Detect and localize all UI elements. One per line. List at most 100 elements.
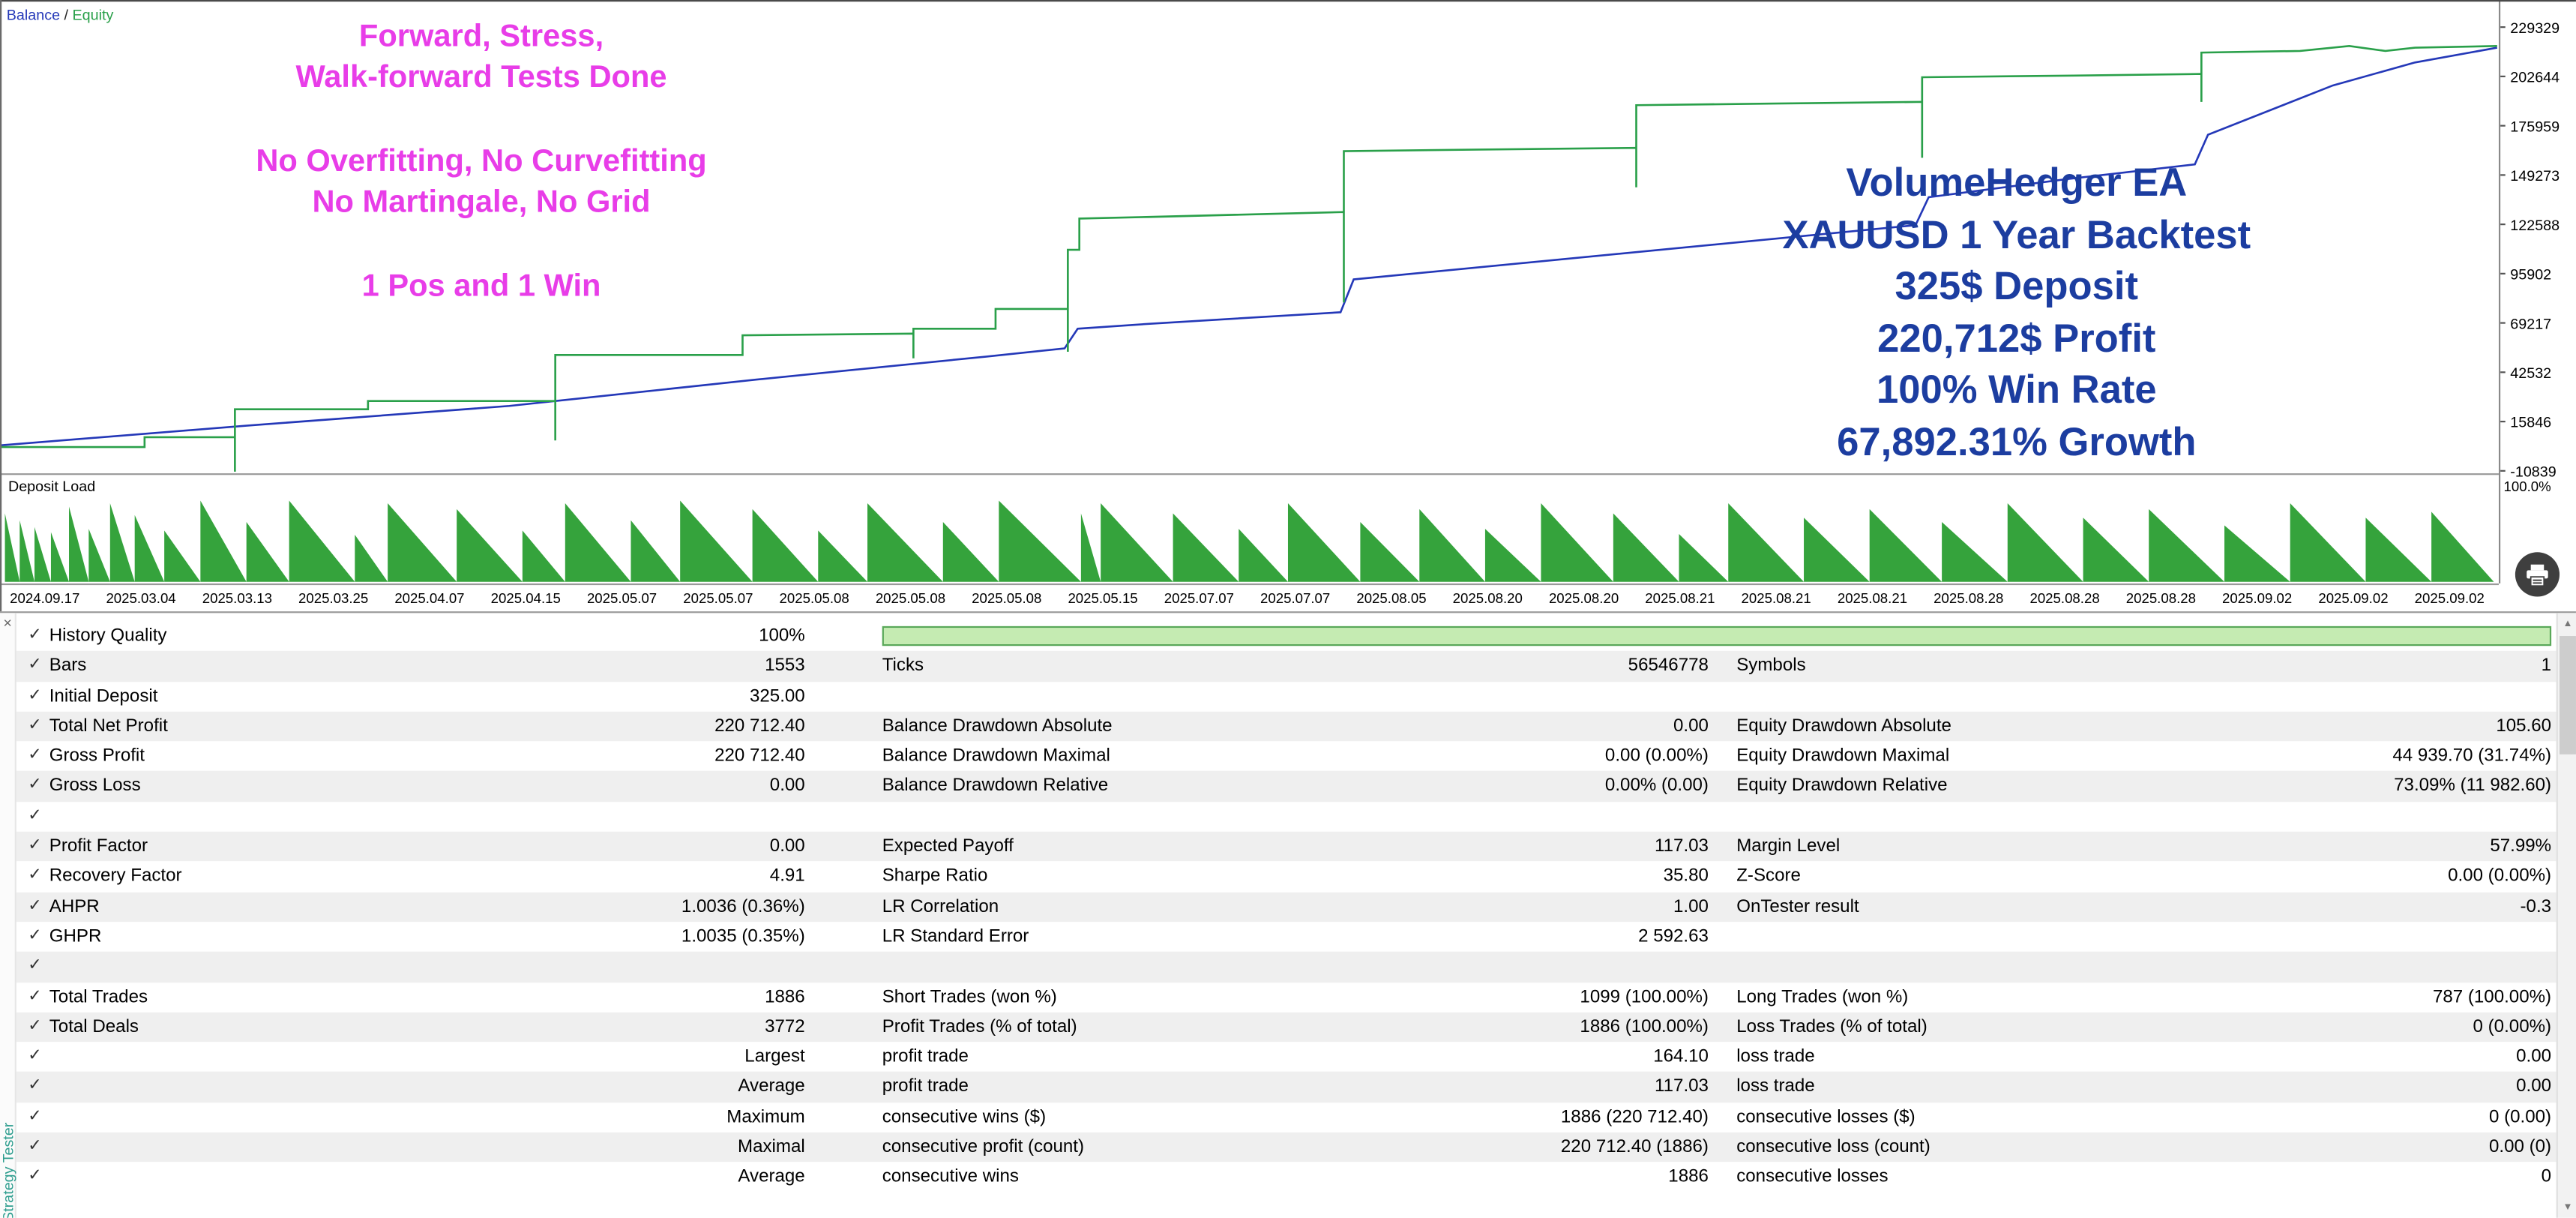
stats-row[interactable]: ✓ Gross Profit 220 712.40 Balance Drawdown …: [16, 741, 2557, 772]
stat-label: consecutive loss (count): [1736, 1137, 1931, 1157]
deposit-bar: [1360, 521, 1420, 582]
strategy-tester-tab[interactable]: Strategy Tester: [0, 1123, 16, 1218]
stat-label: loss trade: [1736, 1047, 1815, 1067]
stat-label: Z-Score: [1736, 866, 1801, 886]
deposit-bar: [942, 521, 999, 582]
annotation-line: VolumeHedger EA: [1846, 160, 2188, 206]
stats-row[interactable]: ✓ Total Net Profit 220 712.40 Balance Drawd…: [16, 711, 2557, 742]
stat-label: Sharpe Ratio: [882, 866, 988, 886]
x-axis-label: 2025.05.08: [972, 590, 1042, 607]
y-axis-label: -10839: [2510, 463, 2557, 480]
x-axis-label: 2025.08.20: [1548, 590, 1619, 607]
check-icon: ✓: [28, 806, 42, 825]
deposit-bar: [2431, 512, 2494, 582]
annotation-line: 67,892.31% Growth: [1837, 419, 2197, 465]
stats-row[interactable]: ✓ Maximal consecutive profit (count) 220 71…: [16, 1132, 2557, 1163]
history-quality-bar: [882, 626, 2552, 646]
scroll-up-icon[interactable]: ▲: [2563, 619, 2573, 629]
stat-label: profit trade: [882, 1047, 969, 1067]
stat-value: 1.0036 (0.36%): [681, 896, 805, 917]
stat-label: Long Trades (won %): [1736, 987, 1909, 1007]
stat-value: Average: [738, 1167, 805, 1187]
stats-row[interactable]: ✓ Profit Factor 0.00 Expected Payoff 117.03 M…: [16, 831, 2557, 862]
stats-row[interactable]: ✓ Average consecutive wins 1886 consecutive …: [16, 1162, 2557, 1193]
scroll-thumb[interactable]: [2560, 636, 2576, 754]
y-axis-tick: [2500, 470, 2506, 472]
stats-row[interactable]: ✓ Total Deals 3772 Profit Trades (% of tota…: [16, 1012, 2557, 1042]
stat-label: Equity Drawdown Absolute: [1736, 716, 1951, 736]
stat-value: -0.3: [2520, 896, 2552, 917]
stat-value: 0.00 (0): [2488, 1137, 2552, 1157]
stats-row[interactable]: ✓ Recovery Factor 4.91 Sharpe Ratio 35.80 Z-S…: [16, 862, 2557, 892]
stat-value: 220 712.40 (1886): [1560, 1137, 1709, 1157]
deposit-load-chart: [4, 500, 2494, 582]
stat-value: 100%: [759, 626, 805, 646]
scroll-down-icon[interactable]: ▼: [2563, 1202, 2573, 1213]
deposit-bar: [1173, 513, 1239, 582]
series-balance-line: [0, 46, 2498, 447]
stat-value: 35.80: [1663, 866, 1709, 886]
stats-row[interactable]: ✓ History Quality 100%: [16, 621, 2557, 652]
print-button[interactable]: [2515, 552, 2560, 597]
stats-row[interactable]: ✓ Initial Deposit 325.00: [16, 681, 2557, 712]
stats-row[interactable]: ✓ Average profit trade 117.03 loss trade 0.00: [16, 1072, 2557, 1102]
stat-value: 220 712.40: [714, 716, 805, 736]
y-axis-tick: [2500, 420, 2506, 423]
stats-row[interactable]: ✓ Largest profit trade 164.10 loss trade 0.00: [16, 1042, 2557, 1072]
y-axis-tick: [2500, 224, 2506, 226]
close-icon[interactable]: ×: [3, 614, 12, 632]
stat-label: LR Standard Error: [882, 926, 1029, 947]
stat-value: 0.00: [769, 776, 805, 796]
x-axis-label: 2025.09.02: [2318, 590, 2389, 607]
y-axis-tick: [2500, 75, 2506, 77]
x-axis-label: 2025.08.28: [2029, 590, 2100, 607]
stats-row[interactable]: ✓: [16, 952, 2557, 982]
deposit-bar: [109, 502, 135, 582]
x-axis-label: 2025.09.02: [2414, 590, 2485, 607]
stat-label: GHPR: [49, 926, 102, 947]
stat-label: Equity Drawdown Relative: [1736, 776, 1948, 796]
stat-label: Bars: [49, 656, 87, 676]
deposit-bar: [388, 502, 457, 582]
y-axis: 229329 202644 175959 149273 122588 95902 69217…: [2500, 0, 2576, 611]
annotation-line: Forward, Stress,: [358, 20, 604, 55]
stats-row[interactable]: ✓ GHPR 1.0035 (0.35%) LR Standard Error 2 59…: [16, 922, 2557, 952]
stats-row[interactable]: ✓: [16, 801, 2557, 832]
deposit-bar: [134, 514, 165, 582]
stats-row[interactable]: ✓ Total Trades 1886 Short Trades (won %) 109…: [16, 982, 2557, 1012]
deposit-bar: [2083, 518, 2149, 582]
stats-row[interactable]: ✓ AHPR 1.0036 (0.36%) LR Correlation 1.00 OnT…: [16, 892, 2557, 922]
deposit-bar: [19, 520, 35, 582]
x-axis-label: 2025.07.07: [1164, 590, 1234, 607]
stat-value: Largest: [744, 1047, 805, 1067]
stat-label: consecutive losses: [1736, 1167, 1889, 1187]
y-axis-label: 95902: [2510, 266, 2552, 283]
stat-label: LR Correlation: [882, 896, 999, 917]
deposit-bar: [34, 526, 51, 582]
x-axis-label: 2025.03.04: [106, 590, 176, 607]
y-axis-tick: [2500, 174, 2506, 176]
stats-row[interactable]: ✓ Gross Loss 0.00 Balance Drawdown Relative…: [16, 771, 2557, 802]
stat-label: Gross Loss: [49, 776, 141, 796]
stat-label: consecutive losses ($): [1736, 1107, 1916, 1127]
deposit-bar: [2290, 502, 2366, 582]
stat-value: Average: [738, 1077, 805, 1097]
chart-legend: Balance / Equity: [7, 7, 114, 23]
side-strip: × Strategy Tester: [0, 613, 16, 1218]
deposit-bar: [522, 530, 565, 582]
y-axis-label: 149273: [2510, 167, 2560, 184]
deposit-load-label: Deposit Load: [7, 478, 96, 495]
x-axis-label: 2025.03.25: [298, 590, 369, 607]
stat-label: consecutive wins ($): [882, 1107, 1047, 1127]
overlay-magenta: Forward, Stress, Walk-forward Tests Done N…: [95, 16, 867, 350]
scrollbar[interactable]: ▲ ▼: [2556, 613, 2576, 1218]
x-axis-label: 2025.04.07: [394, 590, 465, 607]
deposit-bar: [631, 520, 681, 582]
stat-value: 1: [2541, 656, 2552, 676]
stats-row[interactable]: ✓ Maximum consecutive wins ($) 1886 (220 71…: [16, 1102, 2557, 1132]
annotation-line: 1 Pos and 1 Win: [361, 269, 601, 304]
x-axis-label: 2025.04.15: [490, 590, 561, 607]
stats-row[interactable]: ✓ Bars 1553 Ticks 56546778 Symbols 1: [16, 651, 2557, 682]
check-icon: ✓: [28, 896, 42, 915]
deposit-bar: [2149, 508, 2225, 582]
